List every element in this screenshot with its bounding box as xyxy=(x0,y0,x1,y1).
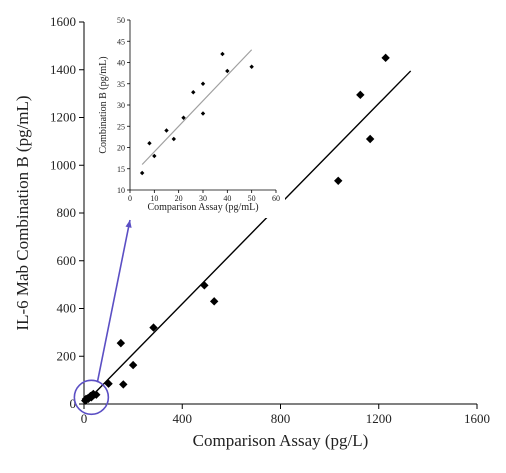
inset-x-axis-label: Comparison Assay (pg/mL) xyxy=(147,202,258,213)
inset-data-point xyxy=(200,81,206,86)
data-point xyxy=(119,380,128,389)
inset-data-point xyxy=(225,68,230,74)
y-tick-label: 400 xyxy=(57,301,77,316)
inset-data-point xyxy=(181,115,186,120)
data-point xyxy=(149,323,158,332)
inset-x-tick-label: 10 xyxy=(150,194,158,203)
inset-y-tick-label: 30 xyxy=(117,101,125,110)
inset-y-axis-label: Combination B (pg/mL) xyxy=(98,56,109,153)
inset-y-tick-label: 50 xyxy=(117,16,125,25)
trendline xyxy=(83,70,412,405)
inset-y-tick-label: 45 xyxy=(117,37,125,46)
inset-y-tick-label: 40 xyxy=(117,59,125,68)
inset-data-point xyxy=(191,90,196,95)
x-axis-label: Comparison Assay (pg/L) xyxy=(193,431,369,450)
inset-data-point xyxy=(147,141,152,146)
inset-x-tick-label: 60 xyxy=(272,194,280,203)
y-tick-label: 1600 xyxy=(50,14,76,29)
inset-y-tick-label: 35 xyxy=(117,80,125,89)
data-point xyxy=(116,338,126,348)
inset-data-point xyxy=(171,136,176,142)
data-point xyxy=(209,297,219,306)
data-point xyxy=(128,360,138,370)
data-point xyxy=(200,281,209,290)
x-tick-label: 1200 xyxy=(366,411,392,426)
x-tick-label: 1600 xyxy=(464,411,490,426)
inset-data-point xyxy=(164,128,169,133)
inset-data-point xyxy=(152,153,157,159)
data-point xyxy=(381,53,390,63)
data-point xyxy=(104,379,113,388)
inset-trendline xyxy=(141,49,253,165)
inset-x-tick-label: 0 xyxy=(128,194,132,203)
inset-y-tick-label: 20 xyxy=(117,144,125,153)
inset-y-tick-label: 10 xyxy=(117,186,125,195)
inset-x-tick-label: 20 xyxy=(175,194,183,203)
inset-data-point xyxy=(200,111,206,116)
highlight-circle xyxy=(73,379,110,416)
inset-background xyxy=(95,8,285,218)
y-tick-label: 1000 xyxy=(50,157,76,172)
y-tick-label: 200 xyxy=(57,348,77,363)
inset-y-tick-label: 15 xyxy=(117,165,125,174)
zoom-callout xyxy=(73,219,132,416)
data-point xyxy=(356,90,365,100)
inset-y-tick-label: 25 xyxy=(117,122,125,131)
inset-x-tick-label: 30 xyxy=(199,194,207,203)
data-point xyxy=(92,390,101,399)
y-tick-label: 600 xyxy=(57,253,77,268)
callout-arrow-line xyxy=(96,219,131,383)
x-tick-label: 800 xyxy=(271,411,291,426)
inset-plot: 0 10 20 30 40 50 60101520253035404550Compariso… xyxy=(95,8,285,218)
x-tick-label: 400 xyxy=(173,411,193,426)
y-tick-label: 1400 xyxy=(50,62,76,77)
data-point xyxy=(334,176,343,185)
y-tick-label: 0 xyxy=(70,396,77,411)
inset-data-point xyxy=(249,64,254,69)
main-plot: 0 400 800 1200 16000200400600800100012001400… xyxy=(13,14,490,450)
callout-arrow-head xyxy=(125,220,132,228)
inset-data-point xyxy=(139,170,145,176)
inset-x-tick-label: 50 xyxy=(248,194,256,203)
inset-data-point xyxy=(220,51,225,57)
y-tick-label: 800 xyxy=(57,205,77,220)
y-tick-label: 1200 xyxy=(50,110,76,125)
data-point xyxy=(365,134,375,144)
inset-x-tick-label: 40 xyxy=(223,194,231,203)
y-axis-label: IL-6 Mab Combination B (pg/mL) xyxy=(13,95,32,330)
x-tick-label: 0 xyxy=(81,411,88,426)
